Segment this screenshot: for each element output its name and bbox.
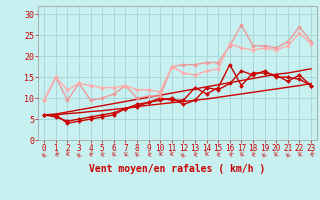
Text: k: k xyxy=(65,151,69,157)
Text: k: k xyxy=(123,151,128,158)
Text: k: k xyxy=(145,151,152,158)
Text: k: k xyxy=(112,151,116,157)
Text: k: k xyxy=(262,151,267,157)
Text: k: k xyxy=(100,151,104,157)
Text: k: k xyxy=(87,151,94,158)
Text: k: k xyxy=(273,151,279,158)
Text: k: k xyxy=(192,151,198,158)
Text: k: k xyxy=(308,151,314,158)
Text: k: k xyxy=(169,151,175,158)
Text: k: k xyxy=(41,151,47,158)
Text: k: k xyxy=(134,151,140,158)
Text: k: k xyxy=(296,151,303,158)
Text: k: k xyxy=(239,151,244,157)
Text: k: k xyxy=(203,151,210,158)
Text: k: k xyxy=(76,151,82,158)
Text: k: k xyxy=(157,151,164,158)
Text: k: k xyxy=(180,151,186,158)
Text: k: k xyxy=(250,151,256,158)
X-axis label: Vent moyen/en rafales ( km/h ): Vent moyen/en rafales ( km/h ) xyxy=(90,164,266,174)
Text: k: k xyxy=(284,151,291,158)
Text: k: k xyxy=(52,151,59,158)
Text: k: k xyxy=(227,151,233,158)
Text: k: k xyxy=(215,151,221,158)
